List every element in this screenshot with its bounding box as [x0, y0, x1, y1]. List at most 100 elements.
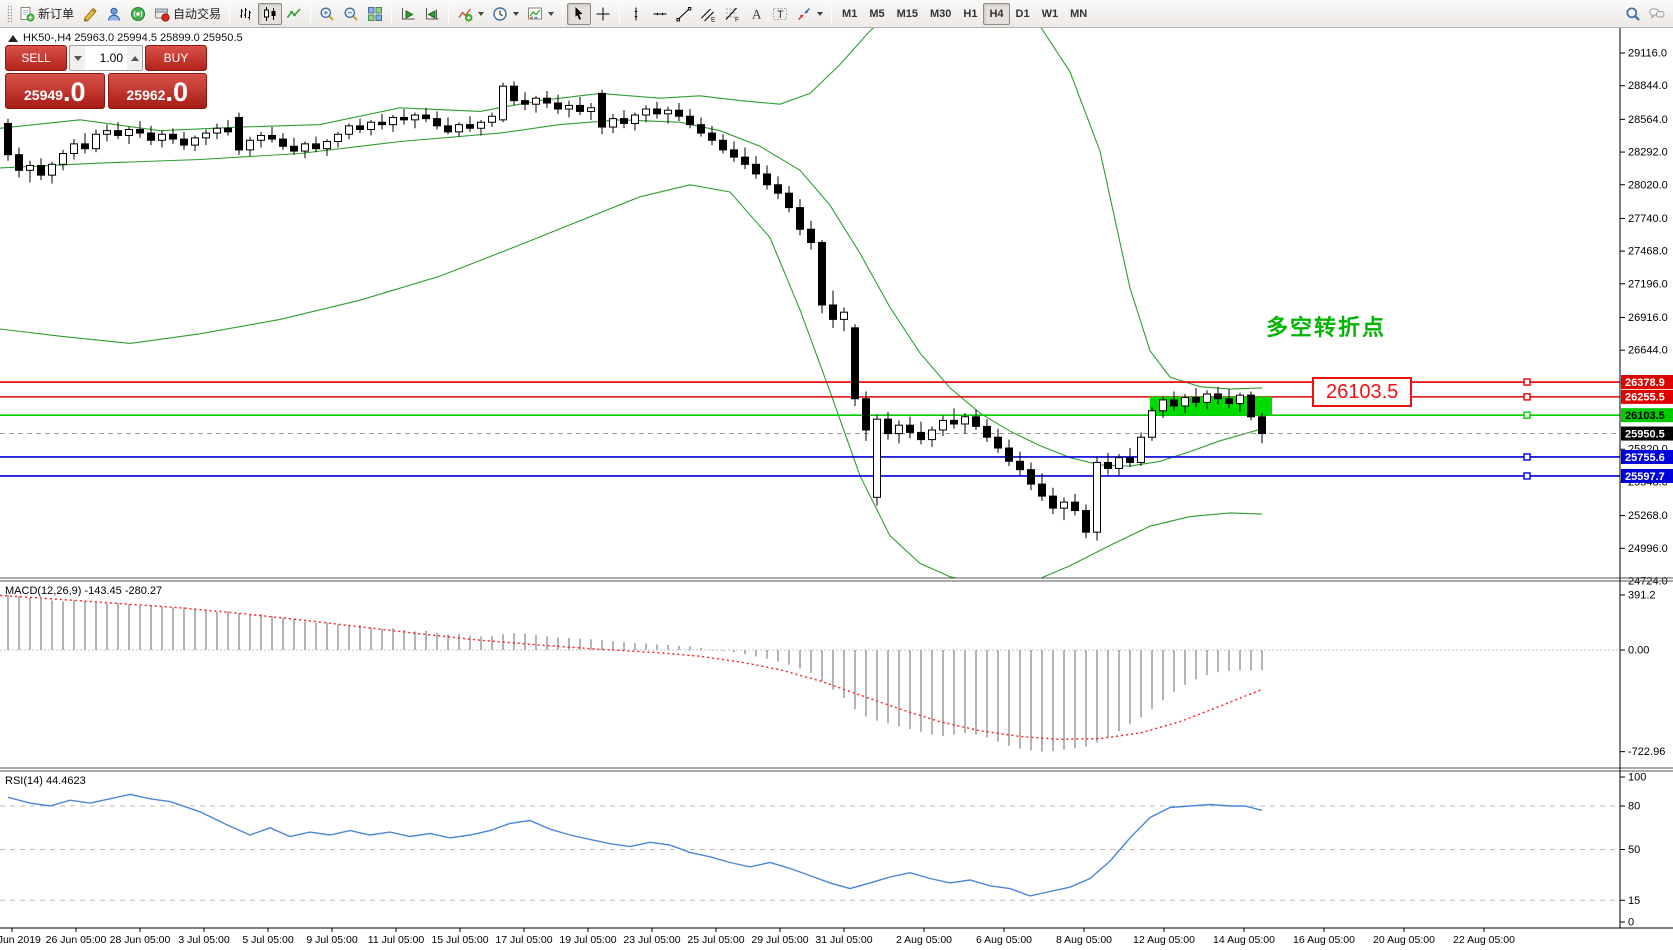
candle: [631, 112, 639, 131]
time-axis-label: 25 Jul 05:00: [687, 934, 744, 946]
volume-increase-button[interactable]: [127, 46, 142, 70]
price-tick-label: 28844.0: [1628, 80, 1668, 92]
chart-shift-icon: [426, 7, 439, 19]
new-order-button[interactable]: 新订单: [15, 3, 78, 25]
candles-layer: [4, 81, 1266, 541]
candle: [620, 110, 628, 129]
svg-text:A: A: [752, 6, 762, 21]
tile-icon: [368, 6, 383, 21]
sell-button[interactable]: SELL: [5, 45, 67, 71]
trendline-icon: [676, 6, 692, 21]
timeframe-h1-button[interactable]: H1: [963, 7, 978, 20]
channel-button[interactable]: E: [696, 3, 720, 25]
sound-button[interactable]: [126, 3, 150, 25]
candle: [81, 133, 89, 154]
sell-price-button[interactable]: 25949.0: [5, 73, 105, 109]
crayon-icon: [83, 7, 97, 22]
bar-chart-button[interactable]: [234, 3, 258, 25]
templates-button[interactable]: [523, 3, 558, 25]
autotrading-button[interactable]: 自动交易: [150, 3, 225, 25]
candle: [587, 103, 595, 120]
candle: [4, 118, 12, 161]
arrows-button[interactable]: [792, 3, 827, 25]
rsi-line: [7, 793, 1263, 897]
time-axis-label: 12 Aug 05:00: [1133, 934, 1195, 946]
line-end-marker[interactable]: [1523, 472, 1531, 480]
crosshair-button[interactable]: [591, 3, 615, 25]
line-end-marker[interactable]: [1523, 393, 1531, 401]
turning-point-annotation[interactable]: 多空转折点: [1266, 315, 1387, 340]
timeframe-m30-button[interactable]: M30: [930, 7, 952, 20]
time-axis-label: 29 Jul 05:00: [751, 934, 808, 946]
macd-signal-line: [0, 594, 1263, 741]
text-button[interactable]: A: [744, 3, 768, 25]
candle: [928, 426, 936, 447]
search-button[interactable]: [1621, 3, 1645, 25]
price-tag-annotation[interactable]: 26103.5: [1312, 377, 1413, 407]
rsi-tick-label: 0: [1628, 917, 1634, 929]
chevron-down-icon: [513, 11, 520, 16]
candle: [675, 103, 683, 122]
panel-collapse-icon[interactable]: [8, 34, 18, 42]
periods-button[interactable]: [488, 3, 523, 25]
hline-button[interactable]: [648, 3, 672, 25]
price-tick-label: 26916.0: [1628, 312, 1668, 324]
volume-decrease-button[interactable]: [70, 46, 85, 70]
timeframe-h4-button[interactable]: H4: [983, 2, 1010, 25]
candle: [1203, 390, 1211, 410]
candle: [345, 123, 353, 140]
price-tick-label: 27196.0: [1628, 278, 1668, 290]
candle: [510, 81, 518, 106]
autoscroll-button[interactable]: [396, 3, 420, 25]
candlestick-button[interactable]: [258, 2, 283, 25]
timeframe-d1-button[interactable]: D1: [1015, 7, 1030, 20]
vline-button[interactable]: [624, 3, 648, 25]
cursor-button[interactable]: [567, 2, 592, 25]
line-chart-button[interactable]: [282, 3, 306, 25]
line-end-marker[interactable]: [1523, 411, 1531, 419]
timeframe-m5-button[interactable]: M5: [869, 7, 885, 20]
time-axis-label: 15 Jul 05:00: [431, 934, 488, 946]
candle: [191, 135, 199, 152]
chat-button[interactable]: [1645, 3, 1669, 25]
candle: [323, 139, 331, 156]
timeframe-m15-button[interactable]: M15: [896, 7, 918, 20]
bollinger-band-upper: [0, 28, 1263, 390]
candle: [1236, 392, 1244, 412]
timeframe-mn-button[interactable]: MN: [1070, 7, 1088, 20]
toolbar-separator: [562, 3, 564, 24]
timeframe-m1-button[interactable]: M1: [842, 7, 858, 20]
candle: [1027, 462, 1035, 491]
price-line-label-bg: [1621, 468, 1673, 483]
crosshair-icon: [596, 7, 610, 20]
tile-windows-button[interactable]: [363, 3, 387, 25]
buy-button[interactable]: BUY: [145, 45, 207, 71]
crayon-button[interactable]: [78, 3, 102, 25]
toolbar-grip[interactable]: [7, 4, 12, 23]
sell-price: 25949: [24, 87, 63, 103]
time-axis-label: 2 Aug 05:00: [896, 934, 952, 946]
chart-shift-button[interactable]: [420, 3, 444, 25]
zoom-out-button[interactable]: [339, 3, 363, 25]
candle: [1071, 493, 1079, 516]
line-end-marker[interactable]: [1523, 453, 1531, 461]
fibonacci-button[interactable]: F: [720, 3, 744, 25]
candle: [59, 149, 67, 171]
candle: [818, 240, 826, 314]
zoom-in-button[interactable]: [315, 3, 339, 25]
candle: [1258, 413, 1266, 444]
profile-button[interactable]: [102, 3, 126, 25]
volume-input[interactable]: 1.00: [99, 51, 123, 65]
line-end-marker[interactable]: [1523, 378, 1531, 386]
timeframe-w1-button[interactable]: W1: [1041, 7, 1059, 20]
candle: [422, 107, 430, 123]
macd-tick-label: 0.00: [1628, 645, 1649, 657]
label-button[interactable]: T: [768, 3, 792, 25]
candle: [543, 90, 551, 108]
trendline-button[interactable]: [672, 3, 696, 25]
toolbar-left: 新订单 自动交易 E F A T M1 M5 M15 M30 H1 H4 D1 W1 MN: [4, 0, 1093, 27]
indicators-button[interactable]: [453, 3, 488, 25]
price-line-label: 25950.5: [1625, 428, 1665, 440]
buy-price-button[interactable]: 25962.0: [107, 73, 207, 109]
autotrading-button-label: 自动交易: [173, 7, 222, 21]
